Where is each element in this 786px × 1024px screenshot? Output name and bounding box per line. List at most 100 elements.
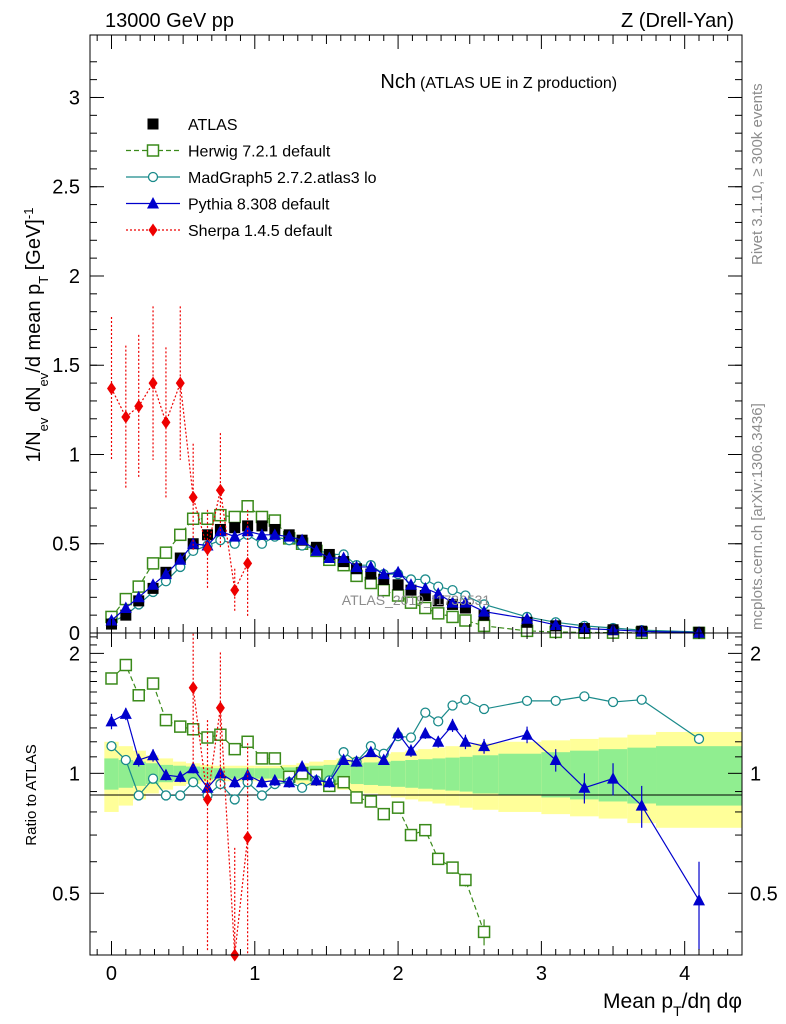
main-ytick-label: 0.5 [52, 534, 80, 556]
ratio-point [255, 752, 269, 765]
band-inner-segment [254, 768, 270, 779]
main-point [186, 512, 200, 526]
ratio-point [268, 752, 282, 765]
ratio-point [364, 745, 377, 758]
legend-label: Pythia 8.308 default [188, 197, 330, 214]
ratio-point [132, 689, 145, 702]
ratio-ytick-label-right: 0.5 [750, 883, 778, 905]
band-inner-segment [390, 760, 406, 787]
header-right: Z (Drell-Yan) [621, 10, 734, 32]
ratio-point [119, 658, 133, 672]
main-point [215, 483, 225, 497]
band-inner-segment [498, 753, 542, 796]
ratio-point [459, 873, 472, 887]
main-point [256, 520, 268, 532]
ratio-panel: 0.5 0.5 1 1 2 2 0 1 2 3 4 Ratio to ATLAS Mean pT/… [23, 632, 778, 1019]
main-point [364, 560, 377, 572]
ratio-point [578, 781, 591, 793]
ratio-point [521, 728, 534, 740]
main-point [174, 553, 187, 565]
ratio-point [310, 773, 323, 786]
xtick-label: 1 [249, 963, 260, 985]
main-point [404, 578, 417, 590]
main-point [146, 557, 160, 570]
band-inner-segment [432, 758, 446, 790]
main-point [419, 581, 432, 594]
ratio-point [147, 773, 159, 784]
ratio-point [550, 695, 561, 707]
main-point [337, 551, 350, 564]
main-point [446, 610, 459, 624]
main-point [521, 612, 534, 624]
main-point [229, 522, 241, 534]
legend: ATLAS Herwig 7.2.1 default MadGraph5 2.7.2… [126, 117, 377, 240]
ratio-point [404, 828, 418, 842]
ratio-point [693, 733, 705, 745]
main-point [120, 609, 132, 621]
rivet-label: Rivet 3.1.10, ≥ 300k events [749, 83, 766, 265]
main-point [310, 544, 323, 556]
ratio-point [229, 794, 240, 805]
main-point [159, 546, 173, 559]
ratio-point [636, 694, 647, 705]
legend-marker [146, 144, 160, 157]
ratio-ticks [90, 633, 743, 955]
band-inner-segment [227, 768, 241, 779]
ratio-point [460, 694, 471, 705]
main-point [549, 618, 562, 630]
ratio-point [241, 768, 254, 781]
ratio-line-pythia [111, 712, 700, 901]
ratio-point [579, 691, 590, 702]
ratio-point [147, 748, 160, 761]
main-point [119, 601, 132, 614]
band-inner-segment [350, 763, 364, 785]
main-point [147, 578, 160, 590]
main-point [188, 490, 198, 504]
ratio-point [283, 775, 296, 788]
ratio-point [477, 925, 491, 939]
ratio-point [478, 703, 490, 715]
ratio-point [268, 773, 281, 786]
main-ytick-label: 1 [69, 444, 80, 466]
legend-item-herwig: Herwig 7.2.1 default [126, 144, 331, 161]
header-left: 13000 GeV pp [105, 10, 234, 32]
band-inner-segment [132, 761, 146, 786]
watermark: ATLAS_2019_I1736531 [342, 592, 491, 608]
main-point [243, 556, 253, 570]
main-line-pythia [111, 530, 700, 634]
main-point [255, 528, 268, 540]
main-point [132, 580, 145, 593]
legend-marker [147, 118, 159, 130]
ratio-point [337, 753, 350, 766]
main-point [405, 584, 417, 596]
ratio-point [433, 716, 444, 727]
legend-item-pythia: Pythia 8.308 default [126, 197, 330, 214]
main-point [419, 601, 432, 615]
ratio-ytick-labels: 0.5 0.5 1 1 2 2 [52, 643, 778, 905]
band-inner-segment [405, 760, 419, 788]
xlabel: Mean pT/dη dφ [603, 990, 742, 1019]
legend-label: Sherpa 1.4.5 default [188, 223, 333, 240]
main-ytick-label: 2.5 [52, 177, 80, 199]
ratio-frame [89, 632, 743, 956]
main-point [392, 565, 405, 578]
main-ytick-label: 3 [69, 87, 80, 109]
ratio-point [419, 726, 432, 739]
ratio-point [160, 790, 172, 801]
main-point [419, 590, 431, 602]
ratio-point [256, 790, 268, 801]
ratio-point [377, 753, 390, 766]
ratio-ylabel: Ratio to ATLAS [23, 744, 40, 845]
main-point [230, 583, 240, 597]
main-point [350, 560, 363, 572]
band-inner-segment [418, 759, 433, 789]
ratio-point [419, 823, 432, 837]
main-point [365, 568, 377, 580]
ratio-xtick-labels: 0 1 2 3 4 [106, 963, 690, 985]
ratio-point [228, 742, 241, 756]
ratio-series-layer [105, 633, 706, 962]
ratio-point [323, 775, 336, 788]
main-subtitle: (ATLAS UE in Z production) [420, 75, 617, 92]
ratio-ytick-label-right: 2 [750, 643, 761, 665]
